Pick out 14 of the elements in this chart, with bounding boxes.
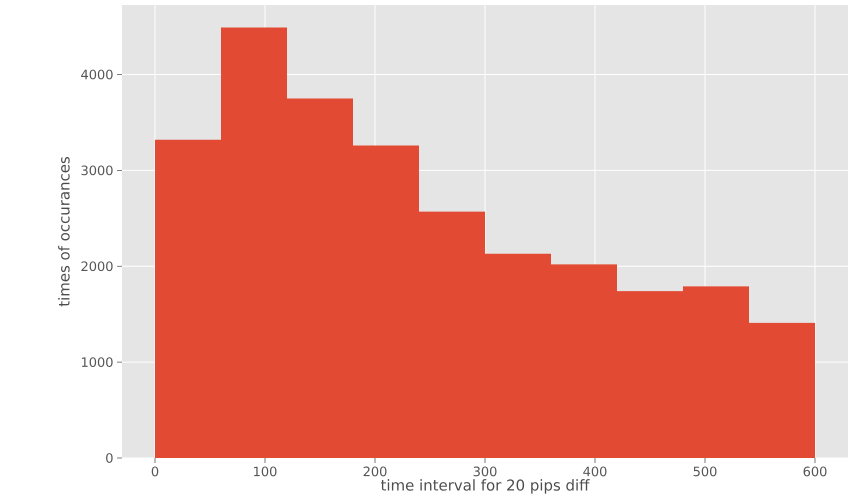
y-tick-label: 3000 xyxy=(82,165,113,176)
y-tick-label: 4000 xyxy=(81,70,113,80)
y-axis-title: times of occurances xyxy=(58,157,70,306)
y-tick-label: 0 xyxy=(106,453,113,463)
x-tick-label: 0 xyxy=(152,466,158,476)
x-tick-label: 100 xyxy=(254,466,276,476)
x-tick-label: 400 xyxy=(583,466,606,476)
y-tick-label: 2000 xyxy=(81,261,113,272)
x-tick-label: 300 xyxy=(474,466,496,476)
y-tick-label: 1000 xyxy=(82,357,113,368)
x-tick-label: 200 xyxy=(364,466,386,476)
x-axis-title: time interval for 20 pips diff xyxy=(380,479,590,494)
x-tick-label: 500 xyxy=(694,466,716,476)
x-tick-label: 600 xyxy=(804,466,826,476)
